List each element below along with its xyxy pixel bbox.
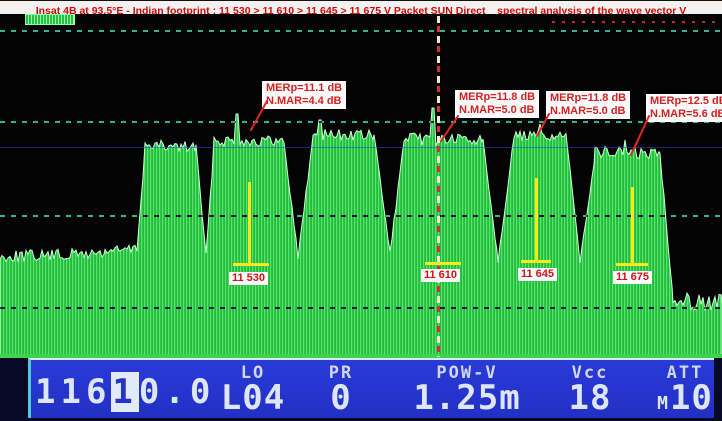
frequency-digits: 116 [35,372,112,412]
frequency-display[interactable]: 11610.0 [35,372,215,412]
noise-margin-value: N.MAR=5.0 dB [550,105,626,117]
lo-readout: LO L04 [218,363,288,418]
frequency-cursor-digit[interactable]: 1 [111,372,139,412]
lo-value: L04 [220,378,286,418]
frequency-marker-label: 11 645 [518,268,558,281]
frequency-marker-bar [616,263,648,266]
frequency-marker-bar [521,260,551,263]
power-label: POW-V [436,363,498,383]
mer-annotation: MERp=11.8 dB N.MAR=5.0 dB [455,90,540,118]
frequency-marker-label: 11 610 [421,269,461,282]
trace-baseline [0,354,722,358]
vcc-label: Vcc [571,363,609,383]
power-readout: POW-V 1.25m [412,363,522,418]
frequency-digits: 0.0 [138,372,216,412]
frequency-value[interactable]: 11610.0 [35,372,215,412]
graticule-line [0,30,722,32]
merp-value: MERp=12.5 dB [650,95,722,107]
merp-value: MERp=11.8 dB [459,91,536,103]
status-bar: 11610.0 LO L04 PR 0 POW-V 1.25m Vcc 18 A… [0,358,722,421]
noise-margin-value: N.MAR=5.0 dB [459,104,535,116]
frequency-marker-bar [425,262,461,265]
top-tick-marks [552,21,720,23]
pr-value: 0 [330,378,352,418]
attenuation-digits: 10 [669,378,713,418]
status-bar-field: 11610.0 LO L04 PR 0 POW-V 1.25m Vcc 18 A… [28,358,714,418]
mer-annotation: MERp=11.1 dB N.MAR=4.4 dB [262,81,347,109]
graticule-line [0,307,722,309]
noise-margin-value: N.MAR=5.6 dB [650,108,722,120]
mer-annotation: MERp=12.5 dB N.MAR=5.6 dB [646,94,722,122]
frequency-marker-stem [631,187,634,263]
attenuation-value: M10 [651,381,719,419]
signal-burst-indicator [25,14,75,25]
power-value: 1.25m [413,378,521,418]
attenuation-label: ATT [666,363,704,383]
pr-readout: PR 0 [311,363,371,418]
mer-annotation: MERp=11.8 dB N.MAR=5.0 dB [546,91,631,119]
frequency-marker-bar [233,263,269,266]
attenuation-mode: M [657,393,668,414]
pr-label: PR [328,363,354,383]
vcc-value: 18 [568,378,612,418]
frequency-marker-stem [535,178,538,260]
frequency-marker-label: 11 530 [229,272,269,285]
noise-margin-value: N.MAR=4.4 dB [266,95,342,107]
frequency-marker-stem [248,182,251,264]
center-frequency-cursor-line [437,16,440,357]
attenuation-readout: ATT M10 [651,365,719,419]
title-bar: Insat 4B at 93.5°E - Indian footprint : … [0,0,722,17]
spectrum-trace [0,107,722,358]
graticule-line [0,121,722,123]
merp-value: MERp=11.1 dB [266,82,343,94]
lo-label: LO [240,363,266,383]
merp-value: MERp=11.8 dB [550,92,627,104]
spectrum-display: 11 530 11 610 11 645 11 675 MERp=11.1 dB… [0,14,722,358]
frequency-marker-label: 11 675 [613,271,653,284]
signal-trace-polygon [0,107,722,358]
level-reference-line [0,147,722,148]
vcc-readout: Vcc 18 [552,363,628,418]
graticule-line [0,215,722,217]
